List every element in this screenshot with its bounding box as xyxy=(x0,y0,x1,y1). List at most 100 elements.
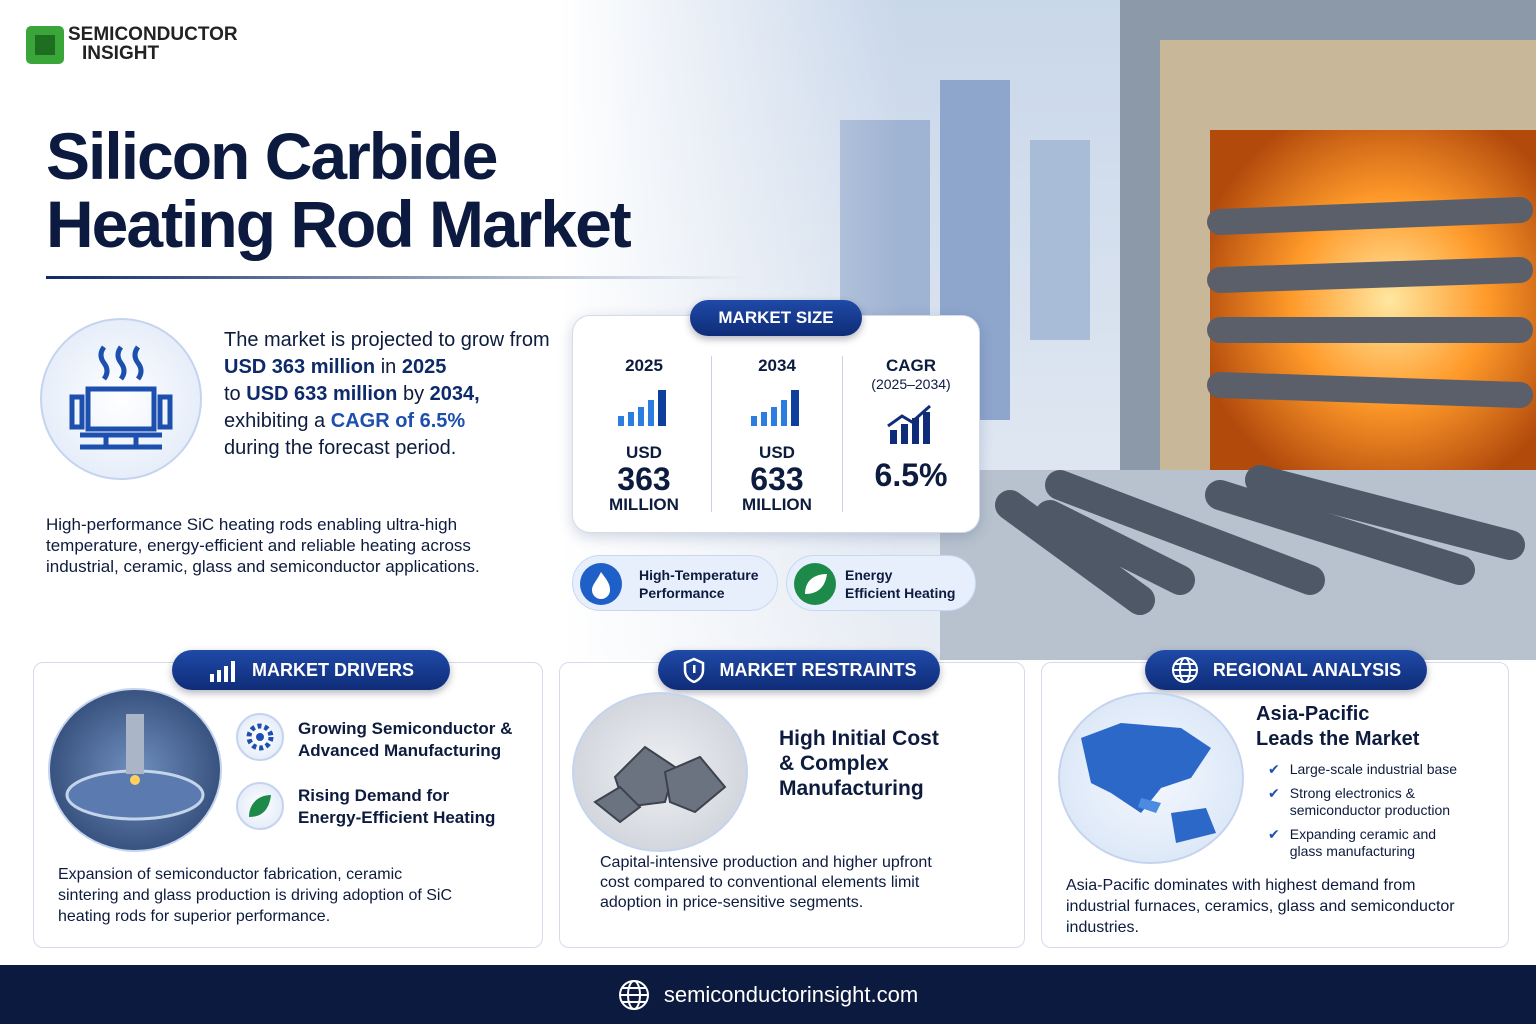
badge-line: Energy xyxy=(845,567,893,583)
heading-line: High Initial Cost xyxy=(779,727,939,750)
point-line: glass manufacturing xyxy=(1289,843,1416,859)
intro-text: exhibiting a xyxy=(224,410,326,432)
title-rule xyxy=(46,276,746,279)
column-value: 633 xyxy=(750,461,804,497)
check: ✔ xyxy=(1268,785,1280,801)
intro-highlight: 2025 xyxy=(401,356,447,378)
driver-line: Growing Semiconductor & xyxy=(298,719,513,738)
market-size-label: MARKET SIZE xyxy=(690,300,862,336)
badge-icon xyxy=(580,563,622,605)
logo-text: SEMICONDUCTOR INSIGHT xyxy=(68,25,238,63)
title: Silicon Carbide Heating Rod Market xyxy=(46,119,632,261)
intro-highlight: CAGR of 6.5% xyxy=(330,410,466,432)
column-prefix: USD xyxy=(759,443,795,462)
label-text: REGIONAL ANALYSIS xyxy=(1212,659,1402,680)
label-icon xyxy=(1171,657,1198,683)
title-line: Silicon Carbide xyxy=(46,119,498,193)
restraints-text: Capital-intensive production and higher … xyxy=(600,854,932,911)
growth-icon xyxy=(751,390,799,426)
intro-text: The market is projected to grow from xyxy=(224,329,550,351)
column-value: 363 xyxy=(617,461,671,497)
point: ✔ Expanding ceramic and glass manufacturin… xyxy=(1268,826,1457,860)
restraints-heading: High Initial Cost & Complex Manufacturin… xyxy=(779,726,939,801)
wafer-image xyxy=(48,688,222,852)
column-year: 2025 xyxy=(625,356,663,375)
wafer-glyph xyxy=(65,714,205,821)
logo-line: SEMICONDUCTOR xyxy=(68,24,238,45)
divider xyxy=(842,356,843,512)
growth-icon xyxy=(618,390,666,426)
heading-line: Manufacturing xyxy=(779,777,924,800)
check: ✔ xyxy=(1268,826,1280,842)
point-line: Expanding ceramic and xyxy=(1289,826,1437,842)
label-text: MARKET RESTRAINTS xyxy=(719,659,917,680)
badge-line: Performance xyxy=(639,585,725,601)
sic-crystals-image xyxy=(572,692,748,852)
column-prefix: USD xyxy=(626,443,662,462)
driver-item: Growing Semiconductor & Advanced Manufact… xyxy=(298,718,512,762)
heater-glyph xyxy=(69,345,173,450)
driver-line: Rising Demand for xyxy=(298,786,450,805)
column-unit: MILLION xyxy=(609,495,679,514)
logo-line: INSIGHT xyxy=(82,43,160,64)
crystals-glyph xyxy=(593,745,727,824)
intro: The market is projected to grow from USD… xyxy=(224,327,564,462)
size-column: CAGR (2025–2034) 6.5% xyxy=(845,356,977,494)
growth-icon xyxy=(887,404,931,444)
footer-link[interactable]: semiconductorinsight.com xyxy=(663,981,919,1007)
label-icon xyxy=(209,661,235,682)
intro-highlight: USD 363 million xyxy=(224,356,376,378)
badge: Energy Efficient Heating xyxy=(786,555,976,611)
heading-line: Leads the Market xyxy=(1256,728,1420,750)
column-year: 2034 xyxy=(758,356,796,375)
label-text: MARKET DRIVERS xyxy=(251,659,414,680)
globe-icon xyxy=(618,979,649,1010)
intro-text: in xyxy=(380,356,397,378)
driver-line: Energy-Efficient Heating xyxy=(298,808,496,827)
leaf-icon xyxy=(236,782,284,830)
point-line: Strong electronics & xyxy=(1289,785,1416,801)
badge-line: High-Temperature xyxy=(639,567,759,583)
gear-icon xyxy=(236,713,284,761)
driver-item: Rising Demand for Energy-Efficient Heatin… xyxy=(298,785,495,829)
column-value: 6.5% xyxy=(874,457,948,493)
badge-text: High-Temperature Performance xyxy=(639,566,759,602)
column-unit: MILLION xyxy=(742,495,812,514)
intro-text: by xyxy=(402,383,425,405)
label-icon xyxy=(683,657,704,683)
divider xyxy=(711,356,712,512)
drivers-text: Expansion of semiconductor fabrication, … xyxy=(58,866,453,925)
regional-points: ✔ Large-scale industrial base ✔ Strong ele… xyxy=(1268,761,1457,860)
map-glyph xyxy=(1081,723,1216,843)
footer: semiconductorinsight.com xyxy=(0,965,1536,1024)
map-image xyxy=(1058,692,1244,864)
point: ✔ Strong electronics & semiconductor produ… xyxy=(1268,785,1457,819)
badge-line: Efficient Heating xyxy=(845,585,956,601)
size-column: 2025 USD 363 MILLION xyxy=(580,356,708,515)
badge-icon xyxy=(794,563,836,605)
regional-text: Asia-Pacific dominates with highest dema… xyxy=(1066,877,1455,936)
point: ✔ Large-scale industrial base xyxy=(1268,761,1457,778)
badge-text: Energy Efficient Heating xyxy=(845,566,955,602)
leaf-glyph xyxy=(249,795,271,817)
size-column: 2034 USD 633 MILLION xyxy=(713,356,841,515)
check: ✔ xyxy=(1268,761,1280,777)
intro-text: during the forecast period. xyxy=(224,437,457,459)
intro-text: to xyxy=(224,383,241,405)
intro-highlight: USD 633 million xyxy=(246,383,398,405)
gear-glyph xyxy=(246,723,274,751)
point-line: semiconductor production xyxy=(1289,802,1451,818)
title-line: Heating Rod Market xyxy=(46,187,632,261)
heater-icon xyxy=(40,318,202,480)
drivers-label: MARKET DRIVERS xyxy=(172,650,450,690)
badge: High-Temperature Performance xyxy=(572,555,778,611)
point-line: Large-scale industrial base xyxy=(1289,761,1458,777)
description: High-performance SiC heating rods enabli… xyxy=(46,515,480,576)
column-period: (2025–2034) xyxy=(871,376,951,392)
regional-label: REGIONAL ANALYSIS xyxy=(1145,650,1427,690)
heading-line: Asia-Pacific xyxy=(1256,703,1370,725)
logo-icon xyxy=(26,26,64,64)
intro-highlight: 2034, xyxy=(429,383,480,405)
